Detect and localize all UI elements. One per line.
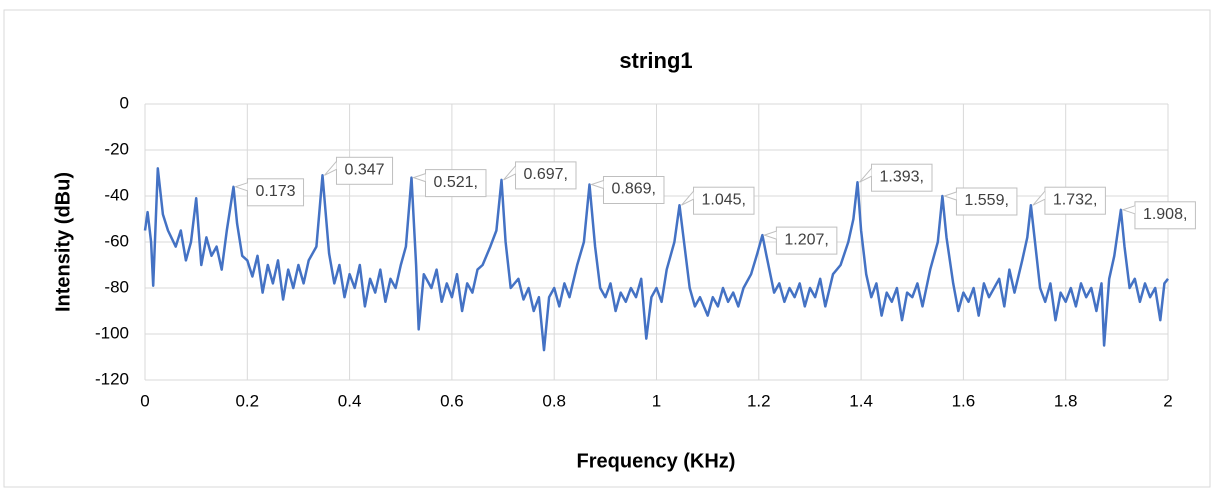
- y-tick-label: 0: [120, 93, 129, 112]
- x-tick-label: 0: [140, 391, 149, 410]
- y-tick-label: -80: [104, 277, 129, 296]
- annotation-text: 1.393,: [880, 168, 924, 185]
- y-tick-label: -40: [104, 185, 129, 204]
- x-tick-label: 0.8: [542, 391, 566, 410]
- y-tick-label: -20: [104, 139, 129, 158]
- annotation-pointer: [1121, 205, 1136, 215]
- annotation-text: 0.697,: [524, 166, 568, 183]
- x-tick-label: 0.4: [338, 391, 362, 410]
- annotation-pointer: [859, 167, 872, 183]
- annotation-text: 1.559,: [964, 192, 1008, 209]
- x-tick-label: 1.8: [1054, 391, 1078, 410]
- y-tick-label: -100: [95, 323, 129, 342]
- annotation-pointer: [411, 173, 426, 183]
- annotation-text: 0.173: [255, 183, 295, 200]
- annotation-box: [693, 186, 755, 215]
- y-tick-label: -60: [104, 231, 129, 250]
- annotation-box: [1044, 186, 1106, 215]
- annotation-pointer: [762, 230, 777, 240]
- annotation-pointer: [1032, 190, 1046, 206]
- annotation-box: [955, 187, 1018, 216]
- x-tick-label: 1.4: [849, 391, 873, 410]
- y-tick-label: -120: [95, 369, 129, 388]
- annotation-box: [424, 169, 487, 198]
- annotation-pointer: [233, 182, 248, 192]
- chart-title: string1: [619, 48, 692, 73]
- y-axis-label: Intensity (dBu): [52, 172, 74, 312]
- annotation-pointer: [681, 190, 694, 206]
- annotation-box: [515, 161, 577, 190]
- x-tick-label: 0.2: [235, 391, 259, 410]
- annotation-text: 1.207,: [784, 231, 828, 248]
- data-line: [143, 167, 1169, 352]
- x-tick-label: 1: [652, 391, 661, 410]
- annotation-box: [775, 226, 838, 255]
- annotation-box: [246, 178, 305, 207]
- annotation-box: [335, 156, 394, 185]
- annotation-pointer: [503, 165, 516, 181]
- annotation-text: 1.732,: [1053, 191, 1097, 208]
- annotation-pointer: [324, 160, 337, 176]
- annotation-text: 0.869,: [611, 181, 655, 198]
- x-tick-label: 1.6: [952, 391, 976, 410]
- annotation-pointer: [589, 180, 604, 189]
- annotation-text: 1.045,: [702, 191, 746, 208]
- annotation-text: 0.521,: [433, 174, 477, 191]
- annotation-text: 1.908,: [1143, 206, 1187, 223]
- annotation-box: [871, 163, 933, 192]
- annotation-box: [602, 176, 665, 204]
- annotation-box: [1134, 201, 1196, 230]
- x-axis-label: Frequency (KHz): [577, 450, 736, 472]
- x-tick-label: 2: [1163, 391, 1172, 410]
- x-tick-label: 1.2: [747, 391, 771, 410]
- annotation-pointer: [942, 191, 957, 201]
- annotation-text: 0.347: [344, 162, 384, 179]
- x-tick-label: 0.6: [440, 391, 464, 410]
